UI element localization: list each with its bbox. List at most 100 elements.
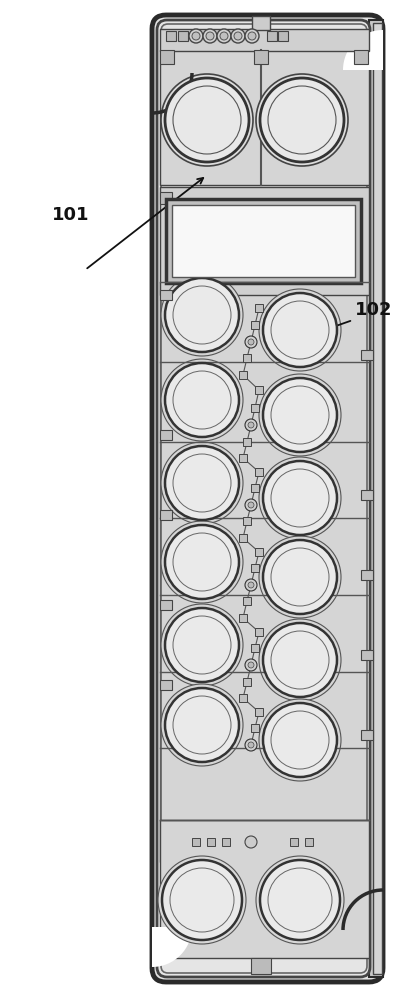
- Bar: [278, 31, 288, 41]
- Text: 102: 102: [355, 301, 392, 319]
- Bar: [166, 31, 176, 41]
- Circle shape: [231, 29, 245, 43]
- Circle shape: [165, 688, 239, 762]
- Circle shape: [161, 359, 243, 441]
- Bar: [243, 354, 251, 362]
- Wedge shape: [343, 30, 383, 70]
- Circle shape: [158, 856, 246, 944]
- Circle shape: [248, 339, 254, 345]
- Bar: [160, 600, 172, 610]
- Bar: [255, 386, 263, 394]
- Bar: [361, 350, 373, 360]
- Circle shape: [245, 659, 257, 671]
- Bar: [361, 490, 373, 500]
- Bar: [361, 570, 373, 580]
- Circle shape: [259, 699, 341, 781]
- Circle shape: [206, 32, 214, 40]
- Circle shape: [256, 856, 344, 944]
- Bar: [373, 23, 382, 974]
- Circle shape: [259, 619, 341, 701]
- Bar: [160, 820, 369, 958]
- Circle shape: [259, 374, 341, 456]
- Bar: [160, 430, 172, 440]
- Circle shape: [234, 32, 242, 40]
- Bar: [243, 517, 251, 525]
- Circle shape: [161, 74, 253, 166]
- Circle shape: [263, 703, 337, 777]
- Bar: [160, 282, 369, 862]
- Circle shape: [165, 608, 239, 682]
- Circle shape: [248, 422, 254, 428]
- Circle shape: [161, 274, 243, 356]
- Circle shape: [245, 29, 259, 43]
- Circle shape: [161, 442, 243, 524]
- Wedge shape: [152, 927, 192, 967]
- Circle shape: [189, 29, 203, 43]
- Bar: [207, 838, 215, 846]
- Bar: [239, 534, 247, 542]
- Circle shape: [165, 78, 249, 162]
- Circle shape: [217, 29, 231, 43]
- Circle shape: [245, 739, 257, 751]
- Bar: [239, 371, 247, 379]
- Bar: [255, 468, 263, 476]
- Circle shape: [263, 623, 337, 697]
- Circle shape: [260, 860, 340, 940]
- Bar: [166, 199, 361, 283]
- Circle shape: [192, 32, 200, 40]
- Circle shape: [248, 582, 254, 588]
- Bar: [251, 404, 259, 412]
- Circle shape: [248, 32, 256, 40]
- Bar: [243, 678, 251, 686]
- Bar: [160, 510, 172, 520]
- Circle shape: [259, 457, 341, 539]
- Circle shape: [260, 78, 344, 162]
- Bar: [239, 694, 247, 702]
- Bar: [361, 650, 373, 660]
- Bar: [255, 628, 263, 636]
- Circle shape: [161, 684, 243, 766]
- Bar: [255, 548, 263, 556]
- Bar: [305, 838, 313, 846]
- Circle shape: [161, 521, 243, 603]
- Circle shape: [203, 29, 217, 43]
- Circle shape: [259, 289, 341, 371]
- Bar: [160, 50, 174, 64]
- Circle shape: [263, 461, 337, 535]
- Circle shape: [245, 336, 257, 348]
- Bar: [160, 187, 369, 295]
- FancyBboxPatch shape: [152, 15, 383, 982]
- Bar: [354, 50, 368, 64]
- Bar: [255, 708, 263, 716]
- Circle shape: [248, 662, 254, 668]
- Bar: [192, 838, 200, 846]
- Bar: [369, 20, 383, 977]
- Bar: [172, 205, 355, 277]
- Circle shape: [248, 742, 254, 748]
- Circle shape: [245, 579, 257, 591]
- Circle shape: [165, 363, 239, 437]
- Bar: [252, 16, 269, 30]
- Bar: [160, 29, 369, 51]
- Bar: [243, 597, 251, 605]
- Circle shape: [259, 536, 341, 618]
- Circle shape: [245, 836, 257, 848]
- Bar: [251, 321, 259, 329]
- Circle shape: [263, 378, 337, 452]
- Bar: [255, 304, 263, 312]
- Circle shape: [161, 604, 243, 686]
- Bar: [361, 730, 373, 740]
- Bar: [251, 724, 259, 732]
- Circle shape: [248, 502, 254, 508]
- Circle shape: [165, 278, 239, 352]
- Bar: [160, 680, 172, 690]
- Circle shape: [263, 293, 337, 367]
- Bar: [267, 31, 277, 41]
- Bar: [239, 614, 247, 622]
- Circle shape: [165, 525, 239, 599]
- Circle shape: [245, 419, 257, 431]
- Bar: [243, 438, 251, 446]
- Circle shape: [245, 499, 257, 511]
- FancyBboxPatch shape: [157, 20, 370, 977]
- Circle shape: [263, 540, 337, 614]
